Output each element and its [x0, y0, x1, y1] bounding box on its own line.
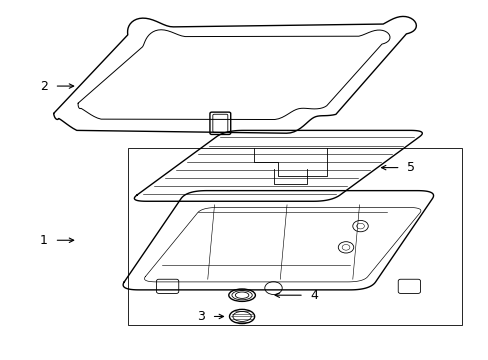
Text: 3: 3 [197, 310, 204, 323]
Text: 5: 5 [407, 161, 414, 174]
Text: 4: 4 [310, 289, 318, 302]
Text: 1: 1 [40, 234, 48, 247]
Text: 2: 2 [40, 80, 48, 93]
Bar [128, 148, 461, 325]
